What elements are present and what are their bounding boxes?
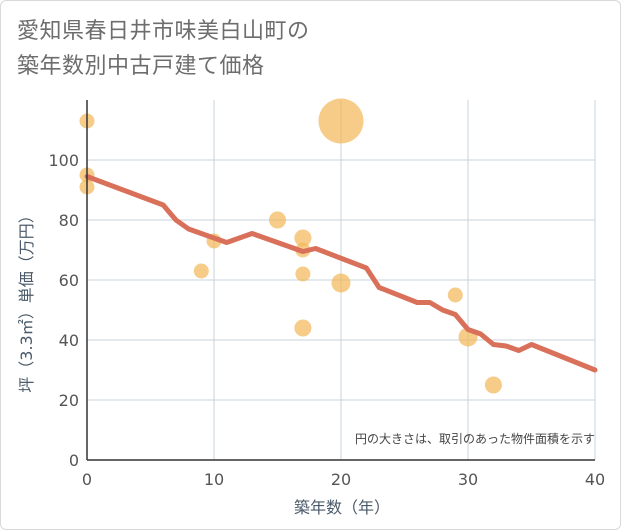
y-tick-label: 60 xyxy=(59,271,79,290)
y-tick-label: 100 xyxy=(48,151,79,170)
chart-title-line1: 愛知県春日井市味美白山町の xyxy=(17,19,310,44)
data-bubble xyxy=(295,266,311,282)
x-tick-label: 10 xyxy=(204,470,224,489)
y-tick-label: 40 xyxy=(59,331,79,350)
data-bubble xyxy=(268,211,287,229)
y-tick-label: 0 xyxy=(69,451,79,470)
data-bubble xyxy=(294,229,312,247)
x-tick-label: 30 xyxy=(458,470,478,489)
x-tick-label: 40 xyxy=(585,470,605,489)
y-tick-label: 80 xyxy=(59,211,79,230)
grid xyxy=(87,100,596,460)
x-axis-label: 築年数（年） xyxy=(294,498,390,517)
data-bubble xyxy=(447,287,463,303)
chart-title: 愛知県春日井市味美白山町の 築年数別中古戸建て価格 xyxy=(17,14,577,84)
tick-labels: 0 10 20 30 40 0 20 40 60 80 100 xyxy=(48,151,605,489)
data-bubble xyxy=(294,319,312,337)
data-bubble xyxy=(193,263,209,279)
data-bubble xyxy=(331,273,351,293)
size-note: 円の大きさは、取引のあった物件面積を示す xyxy=(355,431,595,446)
data-bubble xyxy=(318,98,364,144)
y-axis-label: 坪（3.3㎡）単価（万円） xyxy=(17,207,36,392)
x-tick-label: 20 xyxy=(331,470,351,489)
chart-title-line2: 築年数別中古戸建て価格 xyxy=(17,54,265,79)
trend-line xyxy=(84,174,598,373)
x-tick-label: 0 xyxy=(82,470,92,489)
bubble-series xyxy=(79,98,502,394)
axes xyxy=(86,100,595,461)
y-tick-label: 20 xyxy=(59,391,79,410)
data-bubble xyxy=(484,376,502,394)
